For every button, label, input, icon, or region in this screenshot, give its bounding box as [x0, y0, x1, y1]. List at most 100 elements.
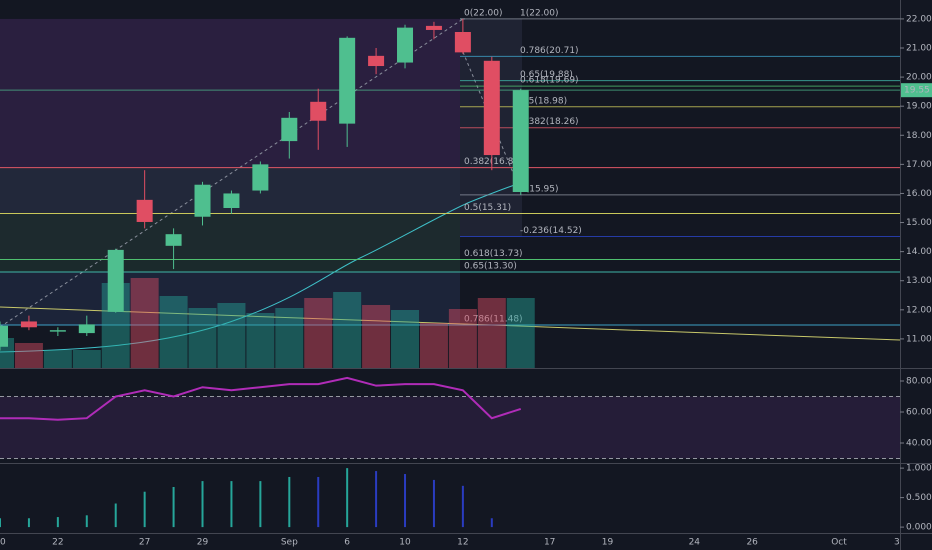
- candle-body: [49, 330, 66, 332]
- hist-bar: [172, 487, 175, 528]
- x-tick-label: Oct: [831, 538, 847, 548]
- candle-body: [20, 321, 37, 328]
- volume-bar: [72, 350, 101, 368]
- fib-label: 0.786(11.48): [464, 314, 523, 324]
- hist-bar: [230, 481, 233, 528]
- fib-label: 0.5(18.98): [520, 96, 567, 106]
- y-tick-label: 17.00: [906, 160, 932, 170]
- hist-bar: [288, 476, 291, 528]
- x-tick-label: 20: [0, 538, 6, 548]
- volume-bar: [333, 292, 362, 368]
- volume-bar: [448, 309, 477, 368]
- y-tick-label: 16.00: [906, 189, 932, 199]
- y-tick-label: 20.00: [906, 73, 932, 83]
- hist-bar: [259, 481, 262, 528]
- volume-bar: [217, 303, 246, 368]
- hist-bar: [346, 468, 349, 528]
- x-tick-label: 22: [52, 538, 63, 548]
- candle-body: [397, 27, 414, 63]
- volume-bar: [275, 308, 304, 368]
- y-tick-label: 21.00: [906, 44, 932, 54]
- last-price-label: 19.55: [904, 86, 930, 96]
- candle-body: [194, 184, 211, 217]
- hist-bar: [114, 503, 117, 528]
- fib-label: 0.618(19.69): [520, 76, 579, 86]
- volume-bar: [419, 323, 448, 368]
- volume-bar: [130, 278, 159, 368]
- marks: 20 22 27 29 Sep 6 10 12 17 19 24 26 Oct 3 0(22.00) 0.38…: [0, 8, 932, 548]
- volume-bar: [159, 296, 188, 368]
- volume-bar: [391, 310, 420, 368]
- x-tick-label: 17: [544, 538, 555, 548]
- candle-body: [165, 234, 182, 246]
- hist-bar: [27, 518, 30, 528]
- candle-body: [252, 164, 269, 191]
- x-tick-label: Sep: [281, 538, 298, 548]
- y-tick-label: 11.00: [906, 334, 932, 344]
- x-tick-label: 3: [894, 538, 900, 548]
- candle-body: [0, 325, 8, 347]
- candle-body: [223, 193, 240, 208]
- fib-label: -0.236(14.52): [520, 226, 582, 236]
- x-tick-label: 12: [457, 538, 468, 548]
- y-tick-label: 14.00: [906, 247, 932, 257]
- hist-bar: [317, 476, 320, 528]
- fib-band: [0, 18, 460, 168]
- x-tick-label: 19: [602, 538, 614, 548]
- fib-label: 0.382(16.89): [464, 157, 523, 167]
- candle-body: [136, 199, 153, 222]
- y-tick-label: 15.00: [906, 218, 932, 228]
- volume-bar: [246, 313, 275, 368]
- hist-bar: [432, 479, 435, 528]
- volume-bar: [506, 298, 535, 368]
- candle-body: [339, 37, 356, 124]
- x-tick-label: 29: [197, 538, 209, 548]
- x-tick-label: 26: [746, 538, 758, 548]
- volume-bar: [14, 343, 43, 368]
- y-tick-label: 19.00: [906, 102, 932, 112]
- y-tick-label: 12.00: [906, 305, 932, 315]
- candle-body: [454, 32, 471, 53]
- fib-label: 0.618(13.73): [464, 249, 523, 259]
- hist-bar: [56, 517, 59, 528]
- candle-body: [483, 60, 500, 156]
- y-tick-label: 18.00: [906, 131, 932, 141]
- x-tick-label: 27: [139, 538, 150, 548]
- fib-label: 0(22.00): [464, 8, 503, 18]
- volume-bar: [477, 298, 506, 368]
- fib-band: [0, 259, 460, 272]
- fib-trend: [0, 18, 464, 328]
- candle-body: [368, 55, 385, 67]
- fib-label: 0.382(18.26): [520, 117, 579, 127]
- fib-band: [0, 213, 460, 260]
- hist-bar: [0, 518, 1, 528]
- hist-bar: [461, 485, 464, 528]
- fib-label: 0.786(20.71): [520, 46, 579, 56]
- x-tick-label: 6: [344, 538, 350, 548]
- candle-body: [425, 25, 442, 30]
- fib-label: 0.65(13.30): [464, 262, 517, 272]
- x-tick-label: 24: [689, 538, 701, 548]
- y-tick-label: 0.5000: [906, 493, 932, 503]
- candle-body: [107, 249, 124, 312]
- volume-bar: [362, 305, 391, 368]
- candle-body: [281, 117, 298, 142]
- rsi-line: [0, 376, 522, 421]
- fib-trend: [462, 51, 522, 193]
- candle-body: [310, 101, 327, 121]
- candle-body: [512, 90, 529, 192]
- volume-bar: [304, 298, 333, 368]
- hist-bar: [375, 471, 378, 528]
- trend-line: [0, 306, 901, 341]
- y-tick-label: 22.00: [906, 14, 932, 24]
- fib-label: 0(15.95): [520, 184, 559, 194]
- hist-bar: [143, 491, 146, 528]
- fib-band: [0, 272, 460, 325]
- fib-label: 0.5(15.31): [464, 203, 511, 213]
